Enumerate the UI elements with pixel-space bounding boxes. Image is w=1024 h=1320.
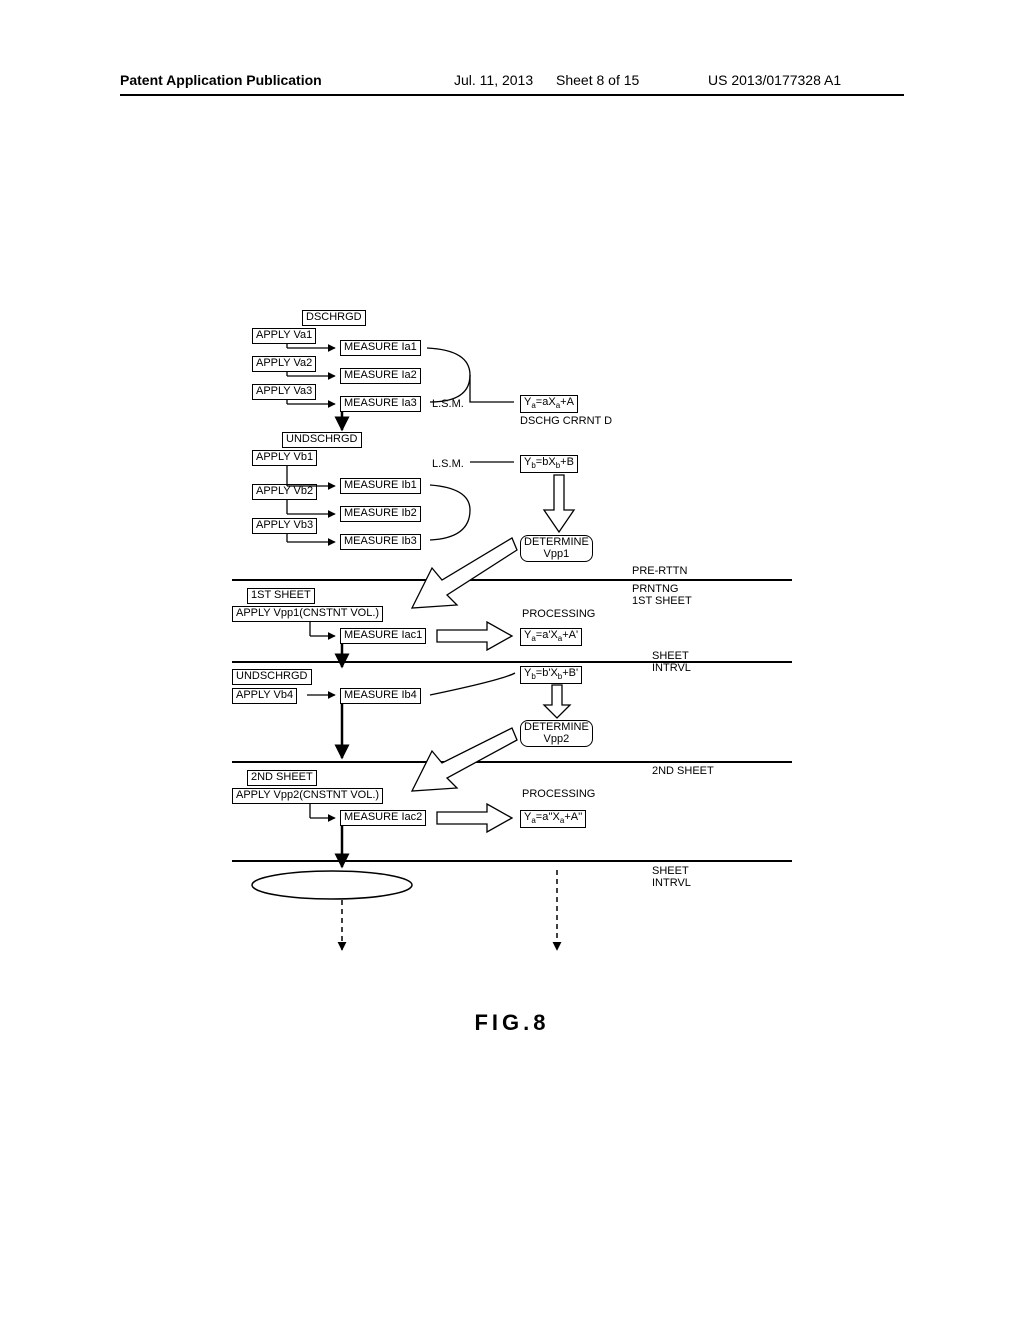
flow-diagram: DSCHRGD UNDSCHRGD 1ST SHEET UNDSCHRGD 2N… <box>232 310 792 990</box>
header-rule <box>120 94 904 96</box>
header-date: Jul. 11, 2013 <box>454 72 533 88</box>
header-pubno: US 2013/0177328 A1 <box>708 72 841 88</box>
header-sheet: Sheet 8 of 15 <box>556 72 639 88</box>
page-root: Patent Application Publication Jul. 11, … <box>0 0 1024 1320</box>
figure-caption: FIG.8 <box>0 1010 1024 1036</box>
connectors-svg <box>232 310 792 990</box>
header-publication: Patent Application Publication <box>120 72 322 88</box>
